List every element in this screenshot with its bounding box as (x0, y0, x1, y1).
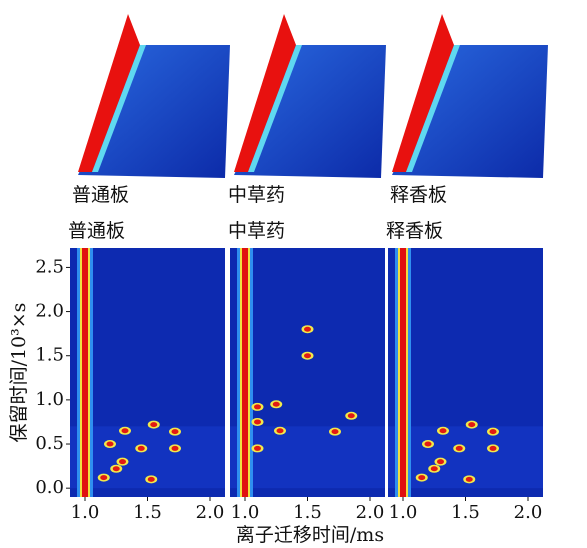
x-tick-label: 1.5 (133, 502, 162, 523)
spot (304, 326, 311, 332)
spot (254, 445, 261, 451)
y-tick-label: 0.0 (35, 477, 64, 498)
rip-core (82, 248, 88, 497)
spot (147, 476, 155, 482)
y-tick-label: 1.5 (35, 345, 64, 366)
spot (121, 428, 129, 434)
x-tick-label: 1.5 (451, 502, 480, 523)
spot (304, 353, 311, 359)
spot (489, 445, 497, 451)
surface-title: 普通板 (72, 184, 129, 206)
x-tick-label: 2.0 (356, 502, 385, 523)
x-axis-label: 离子迁移时间/ms (236, 524, 384, 546)
spot (137, 445, 145, 451)
panel-title: 释香板 (386, 220, 443, 242)
spot (489, 429, 497, 435)
surface-plot (78, 14, 230, 178)
noise (230, 426, 385, 489)
surface-plot (392, 14, 548, 178)
spot (119, 459, 126, 465)
rip-wall (234, 14, 296, 172)
rip-edge (406, 45, 460, 172)
spot (468, 422, 476, 428)
spot (171, 445, 179, 451)
x-tick-label: 1.0 (71, 502, 100, 523)
rip-core (400, 248, 406, 497)
spot (465, 476, 473, 482)
spot (254, 404, 261, 410)
surface-plots: 普通板 中草药 释香板 (72, 14, 548, 206)
y-tick-label: 0.5 (35, 433, 64, 454)
rip-core (242, 248, 248, 497)
surface (78, 45, 230, 178)
x-tick-label: 2.0 (196, 502, 225, 523)
rip-wall (392, 14, 454, 172)
spot (455, 445, 463, 451)
spot (347, 413, 355, 419)
spot (424, 441, 432, 447)
rip-edge (92, 45, 146, 172)
spot (331, 429, 339, 435)
y-tick-label: 2.5 (35, 256, 64, 277)
x-tick-label: 1.0 (231, 502, 260, 523)
y-tick-label: 1.0 (35, 389, 64, 410)
y-tick-label: 2.0 (35, 301, 64, 322)
spot (254, 419, 261, 425)
spot (150, 422, 158, 428)
surface-plot (234, 14, 386, 178)
spot (171, 429, 179, 435)
x-tick-label: 1.0 (389, 502, 418, 523)
spot (430, 466, 438, 472)
spot (106, 441, 114, 447)
spot (276, 428, 284, 434)
surface (392, 45, 548, 178)
spot (437, 459, 444, 465)
spot (439, 428, 447, 434)
rip-edge (248, 45, 302, 172)
surface-title: 释香板 (390, 184, 447, 206)
spot (418, 475, 426, 481)
rip-wall (78, 14, 140, 172)
surface-title: 中草药 (228, 184, 285, 206)
x-tick-label: 1.5 (293, 502, 322, 523)
spot (272, 401, 280, 407)
spot (100, 475, 108, 481)
y-axis-label: 保留时间/10³×s (8, 303, 30, 443)
spot (112, 466, 120, 472)
surface (234, 45, 386, 178)
x-tick-label: 2.0 (514, 502, 543, 523)
panel-title: 普通板 (68, 220, 125, 242)
panel-title: 中草药 (228, 220, 285, 242)
